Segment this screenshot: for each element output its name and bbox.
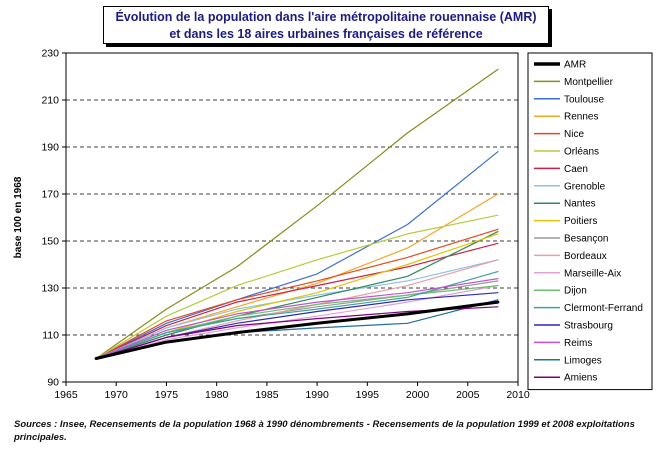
x-tick-label: 1980 <box>205 389 229 401</box>
legend-label: Besançon <box>564 234 608 245</box>
x-tick-label: 1995 <box>356 389 380 401</box>
x-tick-label: 1970 <box>105 389 129 401</box>
legend-label: Bordeaux <box>564 251 607 262</box>
y-tick-label: 150 <box>41 236 59 248</box>
legend-label: Montpellier <box>564 77 614 88</box>
x-tick-label: 2010 <box>506 389 530 401</box>
y-tick-label: 170 <box>41 189 59 201</box>
series-line <box>95 278 499 360</box>
legend-label: Marseille-Aix <box>564 268 621 279</box>
x-tick-label: 2005 <box>456 389 480 401</box>
x-tick-label: 2000 <box>406 389 430 401</box>
series-line <box>94 300 500 360</box>
series-line <box>95 228 499 360</box>
y-axis-label: base 100 en 1968 <box>13 176 24 258</box>
y-tick-label: 90 <box>47 377 59 389</box>
legend-label: Toulouse <box>564 94 604 105</box>
series-line <box>95 214 499 360</box>
legend-label: Reims <box>564 338 592 349</box>
y-tick-label: 210 <box>41 95 59 107</box>
legend-label: Limoges <box>564 355 602 366</box>
x-tick-label: 1965 <box>54 389 78 401</box>
legend-label: Poitiers <box>564 216 597 227</box>
y-tick-label: 130 <box>41 283 59 295</box>
legend-label: Rennes <box>564 112 598 123</box>
series-line <box>95 242 499 360</box>
y-tick-label: 230 <box>41 48 59 60</box>
legend-label: Orléans <box>564 147 599 158</box>
x-tick-label: 1990 <box>305 389 329 401</box>
legend-label: Caen <box>564 164 588 175</box>
legend-label: Nice <box>564 129 584 140</box>
series-line <box>95 231 499 360</box>
y-tick-label: 190 <box>41 142 59 154</box>
legend-label: Dijon <box>564 286 587 297</box>
legend-label: Grenoble <box>564 181 606 192</box>
legend-label: Clermont-Ferrand <box>564 303 643 314</box>
legend-label: Amiens <box>564 373 597 384</box>
chart-title-line1: Évolution de la population dans l'aire m… <box>115 10 537 24</box>
series-line <box>95 68 499 360</box>
legend-label: Strasbourg <box>564 321 613 332</box>
legend-label: Nantes <box>564 199 596 210</box>
y-tick-label: 110 <box>42 330 59 342</box>
chart-title-box: Évolution de la population dans l'aire m… <box>103 6 549 44</box>
series-line <box>95 151 499 360</box>
series-line <box>95 271 499 360</box>
legend: AMR Montpellier Toulouse Rennes Nice Orléans C… <box>527 52 653 391</box>
x-tick-label: 1975 <box>155 389 179 401</box>
source-note: Sources : Insee, Recensements de la popu… <box>14 419 635 443</box>
chart-title-line2: et dans les 18 aires urbaines françaises… <box>169 27 483 41</box>
x-tick-label: 1985 <box>255 389 279 401</box>
legend-label: AMR <box>564 60 586 71</box>
